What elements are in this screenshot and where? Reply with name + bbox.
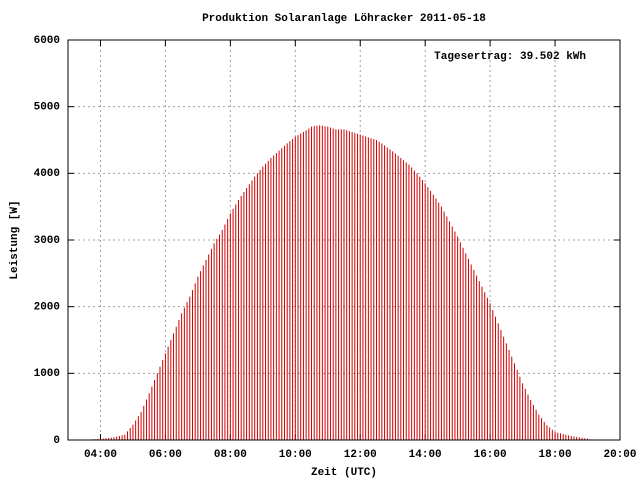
x-tick-label: 18:00 [539, 449, 572, 461]
x-tick-label: 20:00 [603, 449, 636, 461]
y-tick-label: 5000 [34, 102, 60, 114]
y-tick-label: 2000 [34, 302, 60, 314]
plot-frame [67, 39, 621, 441]
y-tick-label: 0 [53, 435, 60, 447]
chart-title: Produktion Solaranlage Löhracker 2011-05… [202, 13, 486, 25]
x-tick-label: 10:00 [279, 449, 312, 461]
annotation: Tagesertrag: 39.502 kWh [434, 51, 586, 63]
x-tick-label: 14:00 [409, 449, 442, 461]
x-tick-label: 06:00 [149, 449, 182, 461]
y-tick-label: 1000 [34, 368, 60, 380]
x-tick-label: 04:00 [84, 449, 117, 461]
y-tick-label: 6000 [34, 35, 60, 47]
x-tick-label: 16:00 [474, 449, 507, 461]
y-axis-label: Leistung [W] [9, 200, 21, 279]
y-tick-label: 4000 [34, 168, 60, 180]
y-tick-label: 3000 [34, 235, 60, 247]
x-tick-label: 12:00 [344, 449, 377, 461]
x-tick-label: 08:00 [214, 449, 247, 461]
x-axis-label: Zeit (UTC) [311, 467, 377, 479]
